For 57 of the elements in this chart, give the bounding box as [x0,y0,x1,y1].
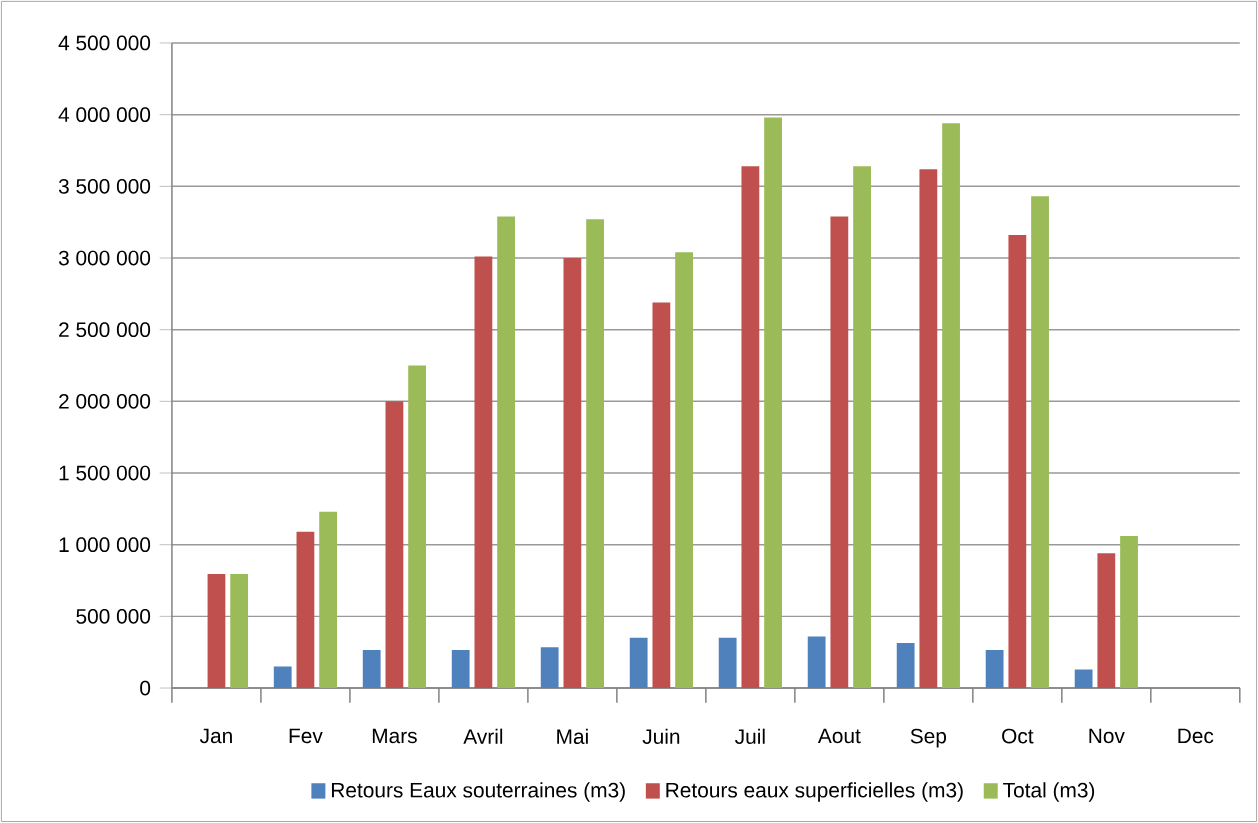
bar [830,216,849,689]
bar [1120,536,1138,689]
x-tick-label: Nov [1089,728,1125,744]
bar [207,574,226,689]
bar [1097,553,1116,689]
bar [451,650,470,689]
bar [652,302,671,689]
bar [896,642,915,689]
x-tick-label: Avril [463,728,503,744]
bar [718,637,737,689]
y-tick-label: 0 [140,680,151,696]
legend-label: Total (m3) [1003,782,1095,802]
bar [675,252,693,689]
bar [1074,669,1093,689]
x-tick-label: Oct [1002,728,1034,744]
bar [853,166,871,689]
legend-label: Retours eaux superficielles (m3) [666,782,963,802]
y-tick-label: 4 500 000 [58,35,151,51]
x-tick-label: Juil [735,728,765,744]
x-tick-label: Juin [642,728,680,744]
bar [362,650,381,689]
y-tick-label: 3 000 000 [58,250,151,266]
bar [942,123,960,689]
y-tick-label: 2 000 000 [59,394,151,409]
bar [741,166,760,689]
bar [497,216,516,689]
bar [319,511,338,689]
bar [1031,196,1049,689]
bar [273,666,292,689]
x-tick-label: Jan [199,728,232,744]
bar [385,401,404,689]
bar [919,169,938,689]
bar [230,574,249,689]
x-tick-label: Sep [910,728,947,748]
bar [540,647,559,689]
y-tick-label: 2 500 000 [59,322,151,338]
y-tick-label: 3 500 000 [58,178,151,194]
bar [563,258,582,689]
x-tick-label: Mars [372,728,417,744]
bar [408,365,427,689]
bar [764,117,782,689]
x-tick-label: Fev [289,728,323,744]
y-tick-label: 1 000 000 [59,537,151,553]
bar [807,636,826,689]
y-tick-label: 500 000 [76,609,151,624]
bar [1008,235,1027,689]
x-tick-label: Aout [817,728,861,744]
bar [629,637,648,689]
bar [586,219,604,689]
legend-label: Retours Eaux souterraines (m3) [331,782,625,802]
x-tick-label: Mai [557,728,588,744]
y-tick-label: 4 000 000 [58,107,151,123]
bar [985,650,1004,689]
bar [296,531,315,689]
bar [474,256,493,689]
y-tick-label: 1 500 000 [59,465,151,481]
x-tick-label: Dec [1178,728,1214,744]
